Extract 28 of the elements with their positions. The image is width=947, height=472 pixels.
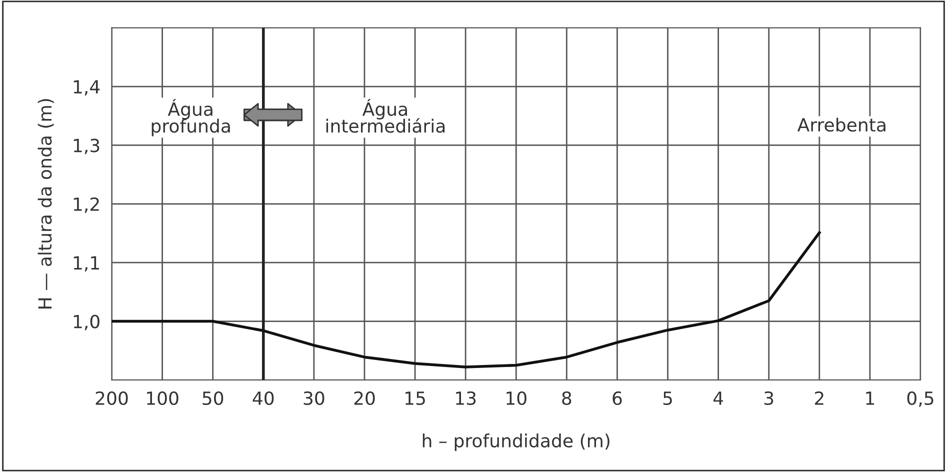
y-tick-label: 1,4 <box>74 80 100 96</box>
line-series <box>112 231 821 368</box>
x-tick-label: 100 <box>147 391 178 406</box>
x-tick-label: 13 <box>456 391 476 406</box>
x-tick-label: 20 <box>354 391 375 406</box>
x-tick-label: 2 <box>814 391 824 405</box>
annotation: Água profunda <box>152 99 230 136</box>
x-tick-label: 15 <box>406 392 425 406</box>
x-tick-label: 30 <box>304 391 324 406</box>
annotation: Água intermediária <box>326 99 445 133</box>
x-axis-title: h – profundidade (m) <box>422 434 610 452</box>
x-tick-label: 6 <box>612 391 622 406</box>
x-tick-label: 8 <box>562 391 572 406</box>
x-tick-label: 50 <box>202 391 224 406</box>
x-tick-label: 10 <box>506 391 526 406</box>
x-tick-label: 40 <box>252 391 274 406</box>
x-tick-label: 0,5 <box>907 391 934 407</box>
y-tick-label: 1,3 <box>74 138 100 154</box>
x-tick-label: 3 <box>764 391 774 406</box>
y-tick-label: 1,2 <box>74 197 99 213</box>
x-tick-label: 5 <box>663 392 672 406</box>
x-tick-label: 200 <box>96 391 128 406</box>
x-tick-label: 4 <box>713 392 724 405</box>
y-axis-title: H — altura da onda (m) <box>38 99 54 308</box>
annotation: Arrebenta <box>797 118 886 132</box>
x-tick-label: 1 <box>866 392 874 405</box>
y-tick-label: 1,0 <box>74 314 100 330</box>
y-tick-label: 1,1 <box>74 256 99 272</box>
